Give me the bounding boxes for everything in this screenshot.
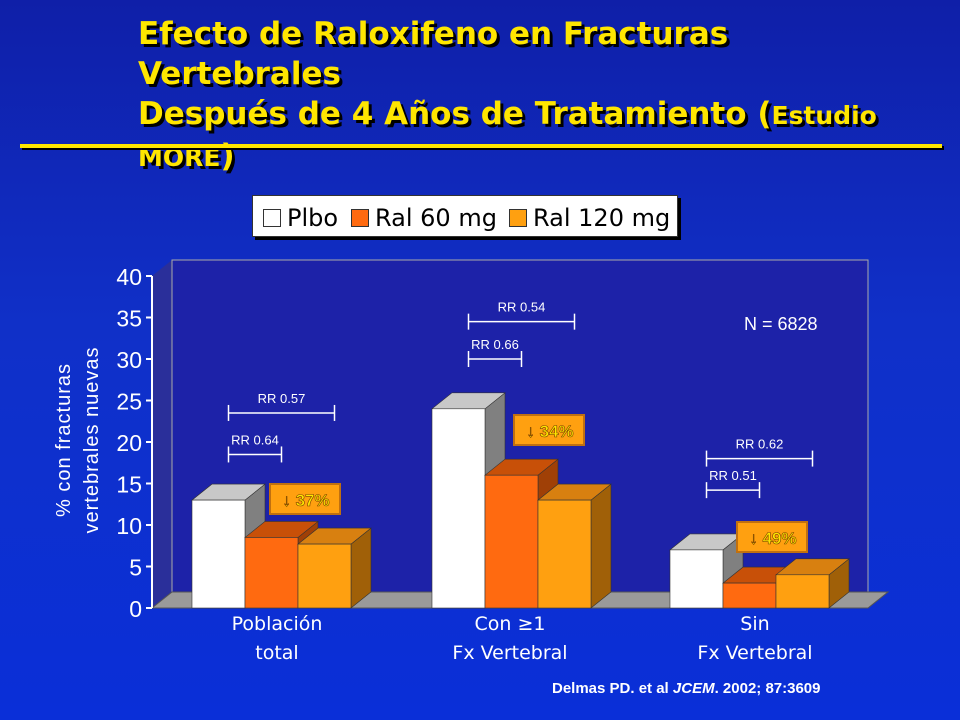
bar [244,537,299,609]
rr-label: RR 0.51 [709,468,757,483]
y-axis-label-line: % con fracturas [53,363,75,517]
bar [191,499,246,609]
x-category-label-line1: Sin [740,613,769,635]
x-category-label-line2: Fx Vertebral [697,642,812,664]
x-category-label-line2: Fx Vertebral [452,642,567,664]
legend-item-ral120: Ral 120 mg [509,204,670,232]
title-underline [20,144,942,148]
y-tick-label: 30 [116,347,142,373]
citation-rest: . 2002; 87:3609 [714,680,821,697]
rr-label: RR 0.64 [231,432,279,447]
y-tick-label: 35 [116,306,142,332]
legend-label-ral60: Ral 60 mg [375,204,497,232]
legend-item-ral60: Ral 60 mg [351,204,497,232]
title-line1: Efecto de Raloxifeno en Fracturas Verteb… [138,16,729,92]
legend-label-plbo: Plbo [287,204,339,232]
y-tick-label: 10 [116,513,142,539]
rr-label: RR 0.57 [258,391,306,406]
reduction-label: ↓ 37% [282,491,329,510]
rr-label: RR 0.62 [736,437,784,452]
bar-side [590,483,612,609]
citation: Delmas PD. et al JCEM. 2002; 87:3609 [552,680,821,697]
y-axis-label: % con fracturas vertebrales nuevas [53,347,103,534]
legend-label-ral120: Ral 120 mg [533,204,671,232]
bar [297,543,352,609]
y-axis-label-line: vertebrales nuevas [81,347,103,534]
chart-legend: Plbo Ral 60 mg Ral 120 mg [252,195,678,237]
x-category-label-line2: total [255,642,298,664]
y-tick-label: 15 [116,472,142,498]
y-tick-label: 5 [129,555,142,581]
bar [431,408,486,609]
legend-item-plbo: Plbo [263,204,338,232]
sample-size-label: N = 6828 [744,314,818,334]
bar [669,549,724,609]
x-category-label-line1: Población [232,613,323,635]
citation-authors: Delmas PD. et al [552,680,673,697]
bar [722,582,777,609]
legend-swatch-ral120 [509,209,527,227]
reduction-badge [736,521,808,553]
rr-label: RR 0.66 [471,337,519,352]
reduction-label: ↓ 34% [526,422,573,441]
legend-swatch-ral60 [351,209,369,227]
wall-left [152,260,172,608]
y-tick-label: 0 [129,596,142,622]
reduction-badge [269,483,341,515]
reduction-label: ↓ 49% [749,529,796,548]
legend-swatch-plbo [263,209,281,227]
y-tick-label: 25 [116,389,142,415]
title-line2: Después de 4 Años de Tratamiento ( [138,96,772,132]
reduction-badge [513,414,585,446]
bar [775,574,830,609]
y-tick-label: 20 [116,430,142,456]
bar [484,474,539,609]
slide-title: Efecto de Raloxifeno en Fracturas Verteb… [138,14,938,178]
y-tick-label: 40 [116,264,142,290]
x-category-label-line1: Con ≥1 [475,613,546,635]
rr-label: RR 0.54 [498,300,546,315]
bar [537,499,592,609]
title-line2-small: Estudio [771,101,877,130]
citation-journal: JCEM [672,680,715,697]
